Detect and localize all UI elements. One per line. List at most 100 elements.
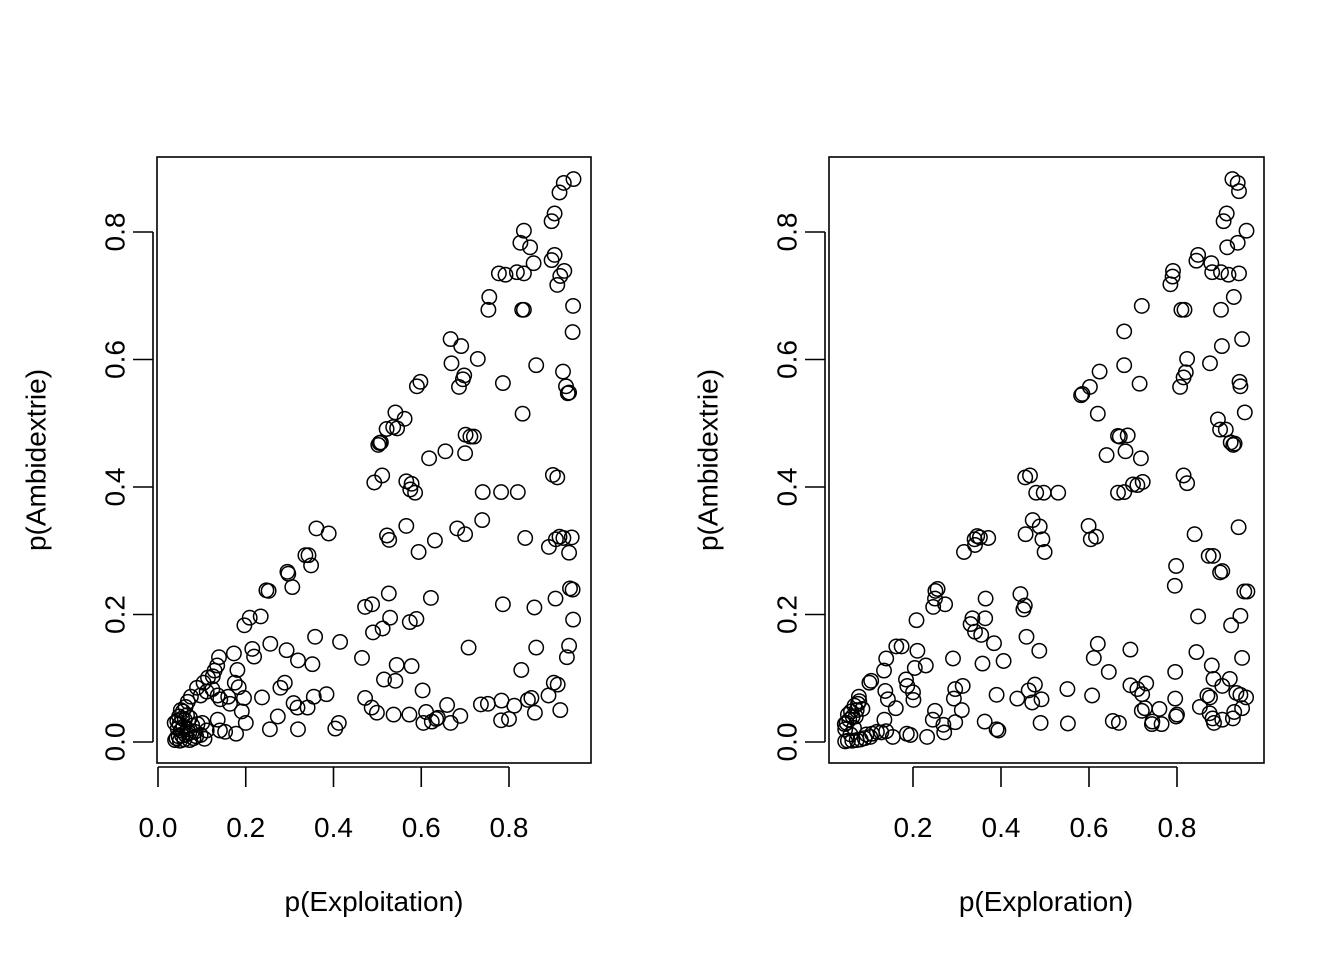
data-point bbox=[924, 711, 941, 728]
data-point bbox=[1116, 357, 1133, 374]
data-point bbox=[490, 265, 507, 282]
data-point bbox=[837, 721, 854, 738]
data-point bbox=[1032, 714, 1049, 731]
data-point bbox=[549, 276, 566, 293]
data-point bbox=[1202, 689, 1218, 706]
data-point bbox=[1238, 222, 1255, 239]
data-point bbox=[1151, 700, 1168, 717]
data-point bbox=[935, 716, 952, 733]
data-point bbox=[523, 690, 540, 706]
data-point bbox=[439, 697, 456, 713]
data-point bbox=[519, 691, 536, 708]
data-point bbox=[185, 730, 202, 747]
data-point bbox=[318, 686, 335, 703]
data-point bbox=[233, 703, 250, 720]
x-tick-label: 0.8 bbox=[490, 812, 529, 843]
data-point bbox=[1020, 682, 1037, 699]
data-point bbox=[515, 301, 532, 318]
data-point bbox=[261, 721, 278, 738]
data-point bbox=[494, 375, 511, 392]
data-point bbox=[452, 707, 469, 724]
data-point bbox=[947, 681, 964, 698]
data-point bbox=[402, 481, 419, 498]
data-point bbox=[1232, 378, 1249, 395]
data-point bbox=[953, 702, 970, 719]
data-point bbox=[376, 671, 392, 688]
data-point bbox=[1199, 687, 1216, 704]
plot-frame bbox=[156, 156, 592, 764]
data-point bbox=[908, 612, 925, 629]
data-point bbox=[451, 378, 467, 395]
data-point bbox=[515, 265, 532, 282]
data-point bbox=[408, 611, 425, 627]
data-point bbox=[995, 653, 1012, 669]
data-point bbox=[1138, 675, 1155, 692]
data-point bbox=[565, 171, 582, 188]
data-point bbox=[408, 378, 425, 395]
data-point bbox=[546, 246, 563, 263]
data-point bbox=[1110, 714, 1127, 731]
data-point bbox=[276, 674, 293, 691]
data-point bbox=[898, 671, 914, 688]
data-point bbox=[211, 722, 228, 739]
data-point bbox=[1202, 355, 1218, 372]
data-point bbox=[364, 596, 381, 613]
y-tick-label: 0.0 bbox=[100, 723, 131, 762]
data-point bbox=[876, 662, 892, 679]
data-point bbox=[1089, 635, 1106, 652]
data-point bbox=[443, 355, 460, 372]
x-axis: 0.0 0.2 0.4 0.6 0.8 bbox=[139, 766, 529, 843]
data-point bbox=[1204, 264, 1221, 281]
x-tick-label: 0.0 bbox=[139, 812, 178, 843]
data-point bbox=[229, 662, 246, 678]
data-point bbox=[974, 655, 991, 672]
data-point bbox=[980, 530, 997, 546]
data-point bbox=[457, 445, 474, 462]
data-point bbox=[272, 679, 289, 696]
data-point bbox=[947, 714, 964, 731]
data-point bbox=[522, 239, 539, 256]
data-point bbox=[1136, 700, 1153, 717]
data-point bbox=[366, 474, 383, 491]
data-point bbox=[415, 714, 432, 731]
data-point bbox=[1104, 713, 1121, 729]
data-point bbox=[189, 716, 206, 733]
data-point bbox=[977, 590, 994, 607]
data-point bbox=[945, 650, 961, 667]
data-point bbox=[209, 687, 226, 704]
data-point bbox=[1122, 641, 1139, 658]
data-point bbox=[303, 557, 320, 574]
data-point bbox=[854, 700, 871, 717]
data-point bbox=[1166, 577, 1183, 594]
data-point bbox=[225, 645, 242, 662]
data-point bbox=[902, 727, 919, 743]
data-point bbox=[284, 579, 301, 596]
data-point bbox=[988, 721, 1005, 738]
data-point bbox=[561, 544, 578, 561]
data-point bbox=[1100, 663, 1117, 680]
y-tick-label: 0.4 bbox=[100, 468, 131, 507]
data-point bbox=[1024, 694, 1041, 711]
data-point bbox=[877, 683, 894, 699]
data-point bbox=[1026, 676, 1043, 693]
y-tick-label: 0.0 bbox=[772, 723, 803, 762]
data-point bbox=[230, 679, 247, 696]
data-point bbox=[412, 373, 429, 390]
data-point bbox=[546, 205, 563, 222]
data-point bbox=[480, 301, 497, 318]
data-point bbox=[212, 691, 229, 708]
data-point bbox=[919, 728, 936, 745]
data-point bbox=[1059, 681, 1076, 698]
data-point bbox=[990, 722, 1007, 739]
data-point bbox=[561, 637, 578, 654]
data-point bbox=[1034, 531, 1051, 548]
data-point bbox=[457, 426, 474, 443]
data-point bbox=[977, 610, 994, 627]
data-point bbox=[564, 581, 581, 598]
data-point bbox=[501, 711, 517, 727]
x-tick-label: 0.4 bbox=[314, 812, 353, 843]
data-point bbox=[509, 484, 526, 501]
data-point bbox=[1084, 687, 1101, 704]
data-point bbox=[388, 656, 405, 673]
data-point bbox=[1190, 608, 1207, 625]
